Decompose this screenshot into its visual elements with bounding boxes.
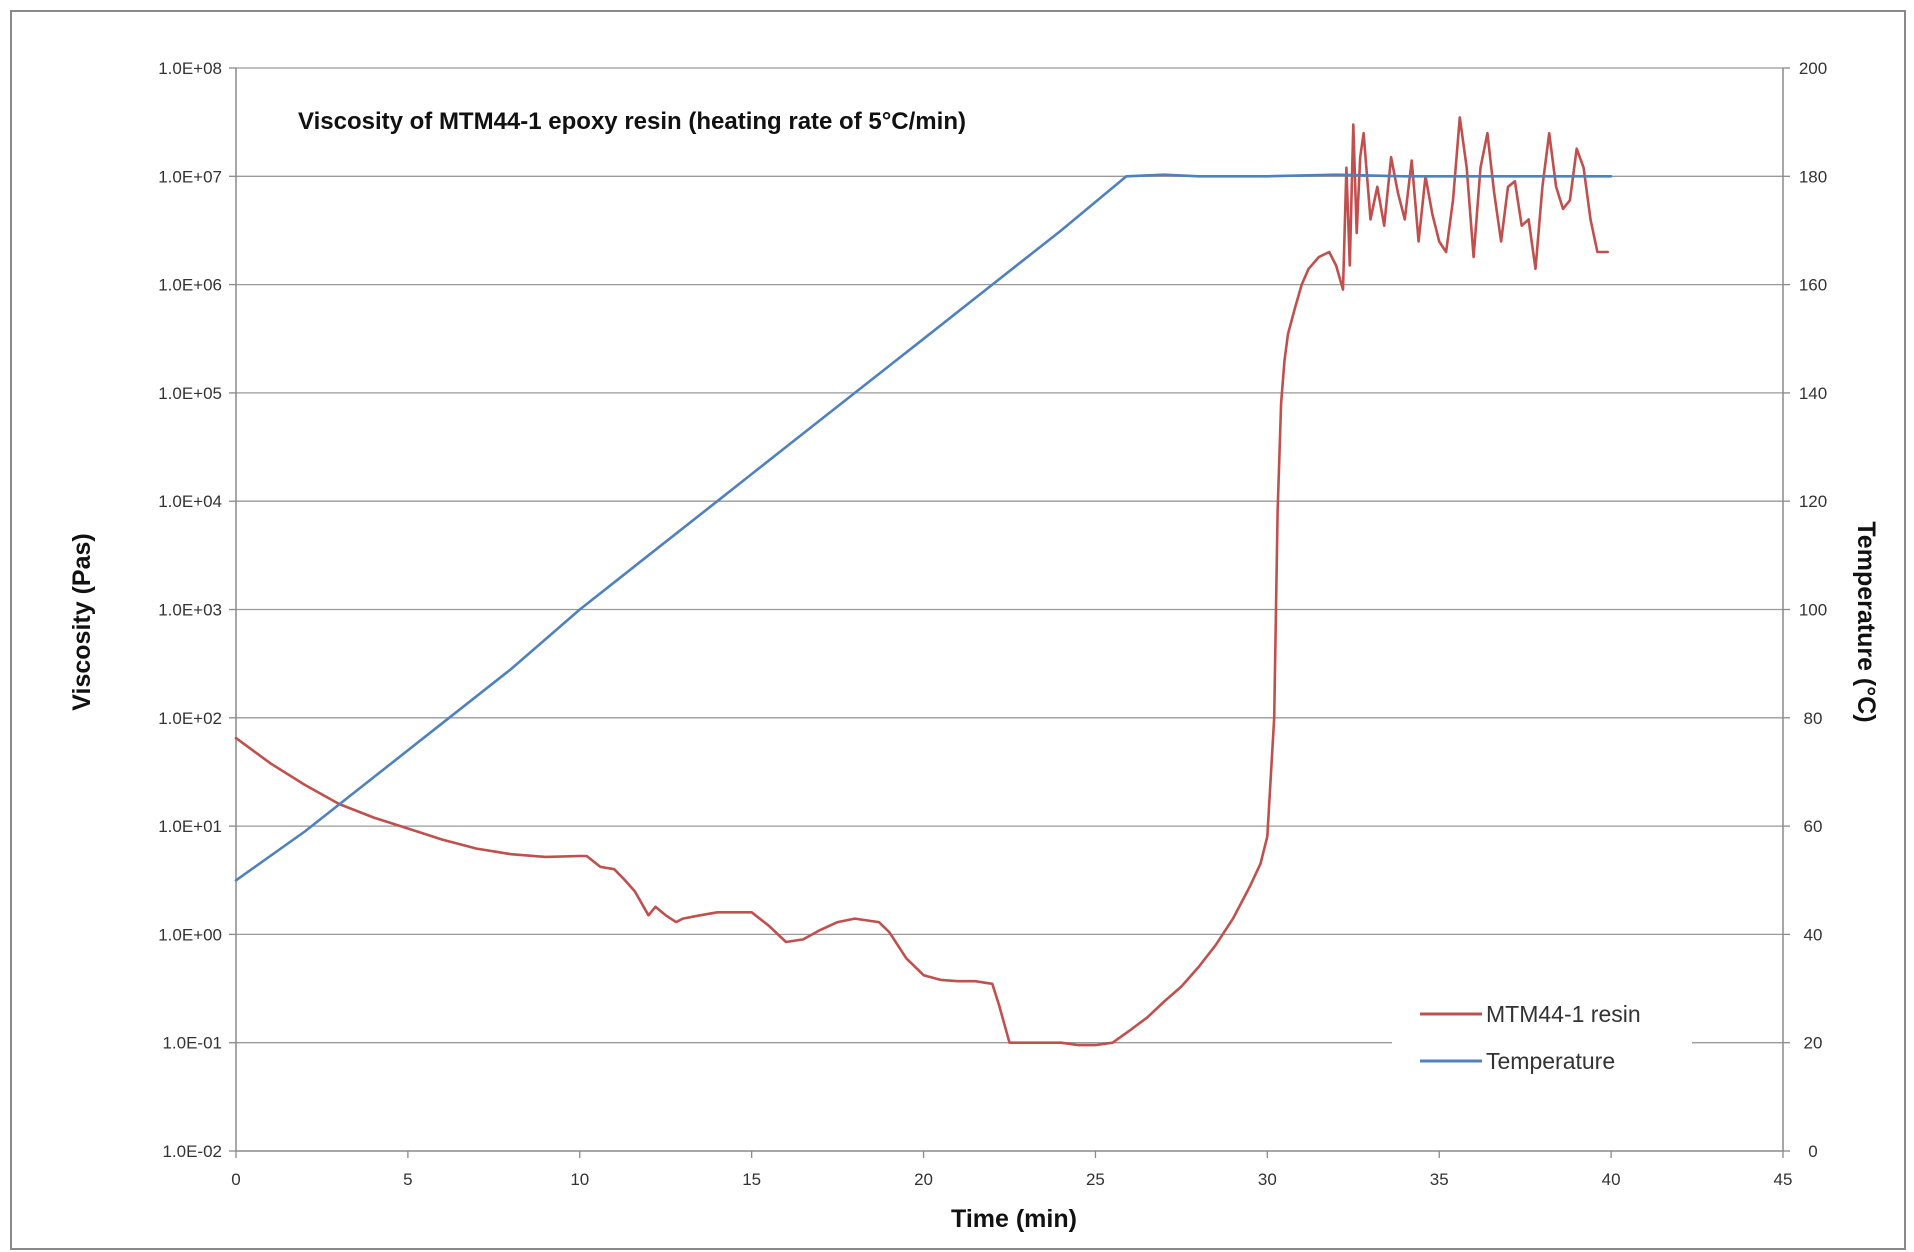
y2-tick-label: 180 [1799, 167, 1827, 186]
y-tick-label: 1.0E+02 [158, 709, 222, 728]
chart-frame: 1.0E-02 1.0E-01 1.0E+00 1.0E+01 1.0E+02 1.0E+… [10, 10, 1906, 1250]
chart-title: Viscosity of MTM44-1 epoxy resin (heatin… [298, 108, 966, 135]
x-tick-label: 15 [742, 1170, 761, 1189]
y-tick-label: 1.0E+01 [158, 817, 222, 836]
y-tick-label: 1.0E+05 [158, 384, 222, 403]
gridlines [236, 67, 1783, 1044]
y2-tick-label: 0 [1808, 1142, 1817, 1161]
legend-label-resin: MTM44-1 resin [1486, 1001, 1641, 1027]
x-tick-label: 45 [1774, 1170, 1793, 1189]
y2-tick-label: 100 [1799, 601, 1827, 620]
y2-tick-label: 160 [1799, 276, 1827, 295]
x-tick-label: 0 [231, 1170, 240, 1189]
y2-tick-label: 80 [1804, 709, 1823, 728]
series-line-mtm44-1-resin [234, 116, 1609, 1047]
y2-tick-label: 40 [1804, 925, 1823, 944]
y2-tick-label: 60 [1804, 817, 1823, 836]
y-tick-label: 1.0E+08 [158, 59, 222, 78]
series-lines [234, 116, 1613, 1047]
viscosity-temperature-chart: 1.0E-02 1.0E-01 1.0E+00 1.0E+01 1.0E+02 1.0E+… [68, 59, 1880, 1233]
series-line-temperature [234, 173, 1613, 882]
legend: MTM44-1 resin Temperature [1392, 987, 1692, 1092]
y2-tick-label: 140 [1799, 384, 1827, 403]
legend-background [1392, 987, 1692, 1092]
y-tick-label: 1.0E-01 [162, 1034, 222, 1053]
y2-tick-label: 200 [1799, 59, 1827, 78]
x-tick-label: 30 [1258, 1170, 1277, 1189]
x-axis-title: Time (min) [951, 1205, 1077, 1233]
y-tick-label: 1.0E+03 [158, 601, 222, 620]
y-tick-label: 1.0E+04 [158, 492, 222, 511]
y-tick-label: 1.0E+06 [158, 276, 222, 295]
tick-labels: 1.0E-02 1.0E-01 1.0E+00 1.0E+01 1.0E+02 1.0E+… [158, 59, 1827, 1189]
x-tick-label: 35 [1430, 1170, 1449, 1189]
y2-tick-label: 20 [1804, 1034, 1823, 1053]
y-tick-label: 1.0E-02 [162, 1142, 222, 1161]
y2-tick-label: 120 [1799, 492, 1827, 511]
x-tick-label: 5 [403, 1170, 412, 1189]
x-tick-label: 40 [1602, 1170, 1621, 1189]
axes [229, 67, 1790, 1158]
y2-axis-title: Temperature (°C) [1852, 521, 1880, 722]
x-tick-label: 25 [1086, 1170, 1105, 1189]
y-tick-label: 1.0E+07 [158, 167, 222, 186]
x-tick-label: 10 [570, 1170, 589, 1189]
legend-label-temperature: Temperature [1486, 1048, 1615, 1074]
y-axis-title: Viscosity (Pas) [68, 533, 96, 710]
y-tick-label: 1.0E+00 [158, 925, 222, 944]
x-tick-label: 20 [914, 1170, 933, 1189]
